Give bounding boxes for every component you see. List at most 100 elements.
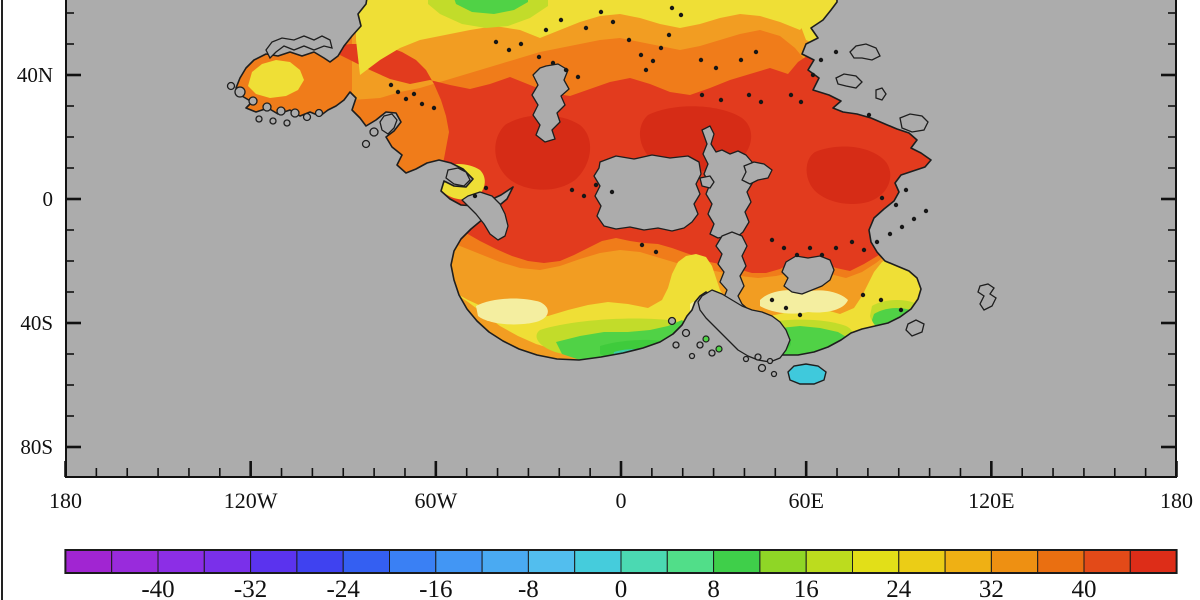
colorbar-border <box>64 549 1178 574</box>
colorbar-tick-label: 24 <box>886 576 912 600</box>
map-speck <box>558 17 564 23</box>
small-interior-pond <box>699 175 715 189</box>
lon-tick-label: 180 <box>1160 488 1193 513</box>
sea-mouth-green-islet <box>702 335 710 343</box>
map-speck <box>923 208 929 214</box>
map-speck <box>388 82 394 88</box>
ne-island <box>899 113 929 133</box>
lat-tick-label: 80S <box>20 435 53 459</box>
nw-islet <box>302 112 312 122</box>
ne-island <box>835 73 863 89</box>
contour-pale-yellow-patch <box>476 298 548 325</box>
map-speck <box>699 92 705 98</box>
map-speck <box>666 32 672 38</box>
ne-island <box>875 87 887 101</box>
lon-tick-label: 180 <box>49 488 82 513</box>
map-speck <box>581 193 587 199</box>
map-speck <box>593 182 599 188</box>
lon-tick-label: 120E <box>968 488 1014 513</box>
nw-islet <box>283 119 291 127</box>
map-speck <box>860 292 866 298</box>
map-speck <box>431 105 437 111</box>
map-speck <box>583 25 589 31</box>
map-speck <box>506 47 512 53</box>
colorbar-cell <box>666 549 715 574</box>
lon-tick-label: 60W <box>414 488 457 513</box>
colorbar-tick-label: 32 <box>979 576 1004 600</box>
map-speck <box>898 307 904 313</box>
map-speck <box>819 252 825 258</box>
inland-lake <box>531 63 570 143</box>
nw-islet <box>314 108 324 118</box>
map-speck <box>866 112 872 118</box>
map-speck <box>818 57 824 63</box>
map-speck <box>810 72 816 78</box>
se-coast-islet <box>754 353 762 361</box>
west-coast-inlet-2 <box>445 167 471 187</box>
map-speck <box>598 9 604 15</box>
map-speck <box>874 239 880 245</box>
colorbar-cell <box>64 549 113 574</box>
map-speck <box>893 202 899 208</box>
colorbar-cell <box>111 549 159 574</box>
colorbar-cell <box>990 549 1039 574</box>
sea-mouth-islet <box>688 352 696 360</box>
map-specks <box>388 5 929 318</box>
map-speck <box>849 239 855 245</box>
map-speck <box>738 57 744 63</box>
west-offshore-islet <box>361 139 371 149</box>
sea-mouth-islet <box>708 349 716 357</box>
colorbar-cell <box>203 549 252 574</box>
colorbar-cell <box>805 549 854 574</box>
west-coast-bay <box>461 191 509 241</box>
map-speck <box>833 245 839 251</box>
map-speck <box>639 242 645 248</box>
nw-islet <box>255 115 263 123</box>
nw-islet <box>276 106 286 116</box>
islet-near-cyan <box>770 370 778 378</box>
map-speck <box>899 224 905 230</box>
map-speck <box>678 12 684 18</box>
contour-pale-yellow-patch <box>760 290 848 314</box>
lat-tick-label: 40S <box>20 311 53 335</box>
sea-mouth-islet <box>672 341 680 349</box>
lon-tick-label: 120W <box>224 488 278 513</box>
map-speck <box>650 58 656 64</box>
map-speck <box>653 249 659 255</box>
colorbar-cell <box>527 549 576 574</box>
lat-tick-label: 40N <box>17 63 53 87</box>
contour-dark-red-patch <box>495 115 591 190</box>
nw-islet <box>234 86 246 98</box>
map-speck <box>758 99 764 105</box>
map-speck <box>543 27 549 33</box>
map-speck <box>550 60 556 66</box>
map-speck <box>669 5 675 11</box>
map-speck <box>718 97 724 103</box>
islet-near-cyan <box>757 363 767 373</box>
map-speck <box>419 101 425 107</box>
contour-arm-yellow <box>248 60 304 98</box>
map-speck <box>536 54 542 60</box>
east-offshore-islet <box>905 319 925 337</box>
map-speck <box>638 52 644 58</box>
map-speck <box>878 297 884 303</box>
map-speck <box>833 49 839 55</box>
colorbar-cell <box>157 549 205 574</box>
colorbar-tick-label: 8 <box>707 576 720 600</box>
se-coast-islet <box>766 357 774 365</box>
map-speck <box>643 67 649 73</box>
map-speck <box>575 74 581 80</box>
map-speck <box>609 189 615 195</box>
colorbar-cell <box>574 549 622 574</box>
eastern-atoll <box>977 283 997 311</box>
colorbar-cell <box>481 549 529 574</box>
map-speck <box>887 231 893 237</box>
map-speck <box>563 67 569 73</box>
map-speck <box>769 297 775 303</box>
map-speck <box>698 57 704 63</box>
map-speck <box>781 245 787 251</box>
se-coast-islet <box>742 355 750 363</box>
map-speck <box>797 312 803 318</box>
colorbar-tick-label: 16 <box>794 576 819 600</box>
